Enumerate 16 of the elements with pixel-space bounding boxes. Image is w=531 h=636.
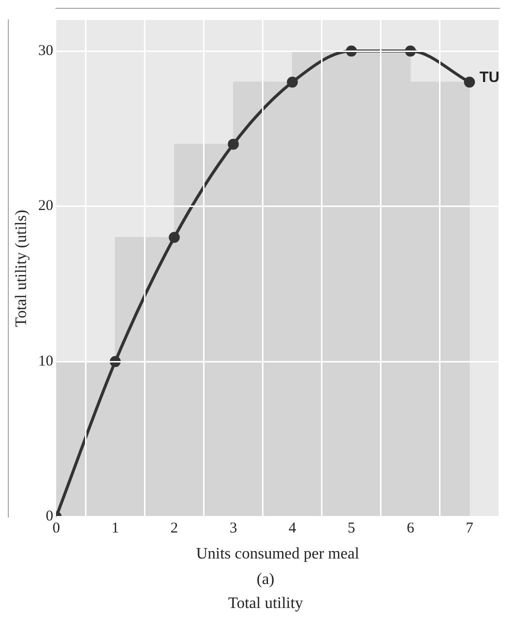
y-tick-label: 0	[46, 508, 54, 525]
x-tick-label: 1	[111, 520, 119, 537]
x-axis-title: Units consumed per meal	[196, 546, 360, 563]
text: Total utility	[227, 594, 304, 614]
x-tick-label: 6	[406, 520, 415, 537]
y-tick-label: 10	[38, 353, 54, 370]
x-tick-label: 2	[170, 520, 178, 537]
x-tick-label: 4	[288, 520, 297, 537]
y-tick-label: 30	[38, 42, 54, 59]
x-tick-label: 7	[466, 520, 474, 537]
y-tick-label: 20	[38, 198, 54, 214]
x-tick-label: 3	[230, 520, 238, 537]
y-axis-title: Total utility (utils)	[12, 210, 30, 327]
x-tick-label: 5	[348, 520, 356, 537]
text: (a)	[256, 570, 276, 590]
series-label: TU	[479, 69, 500, 86]
